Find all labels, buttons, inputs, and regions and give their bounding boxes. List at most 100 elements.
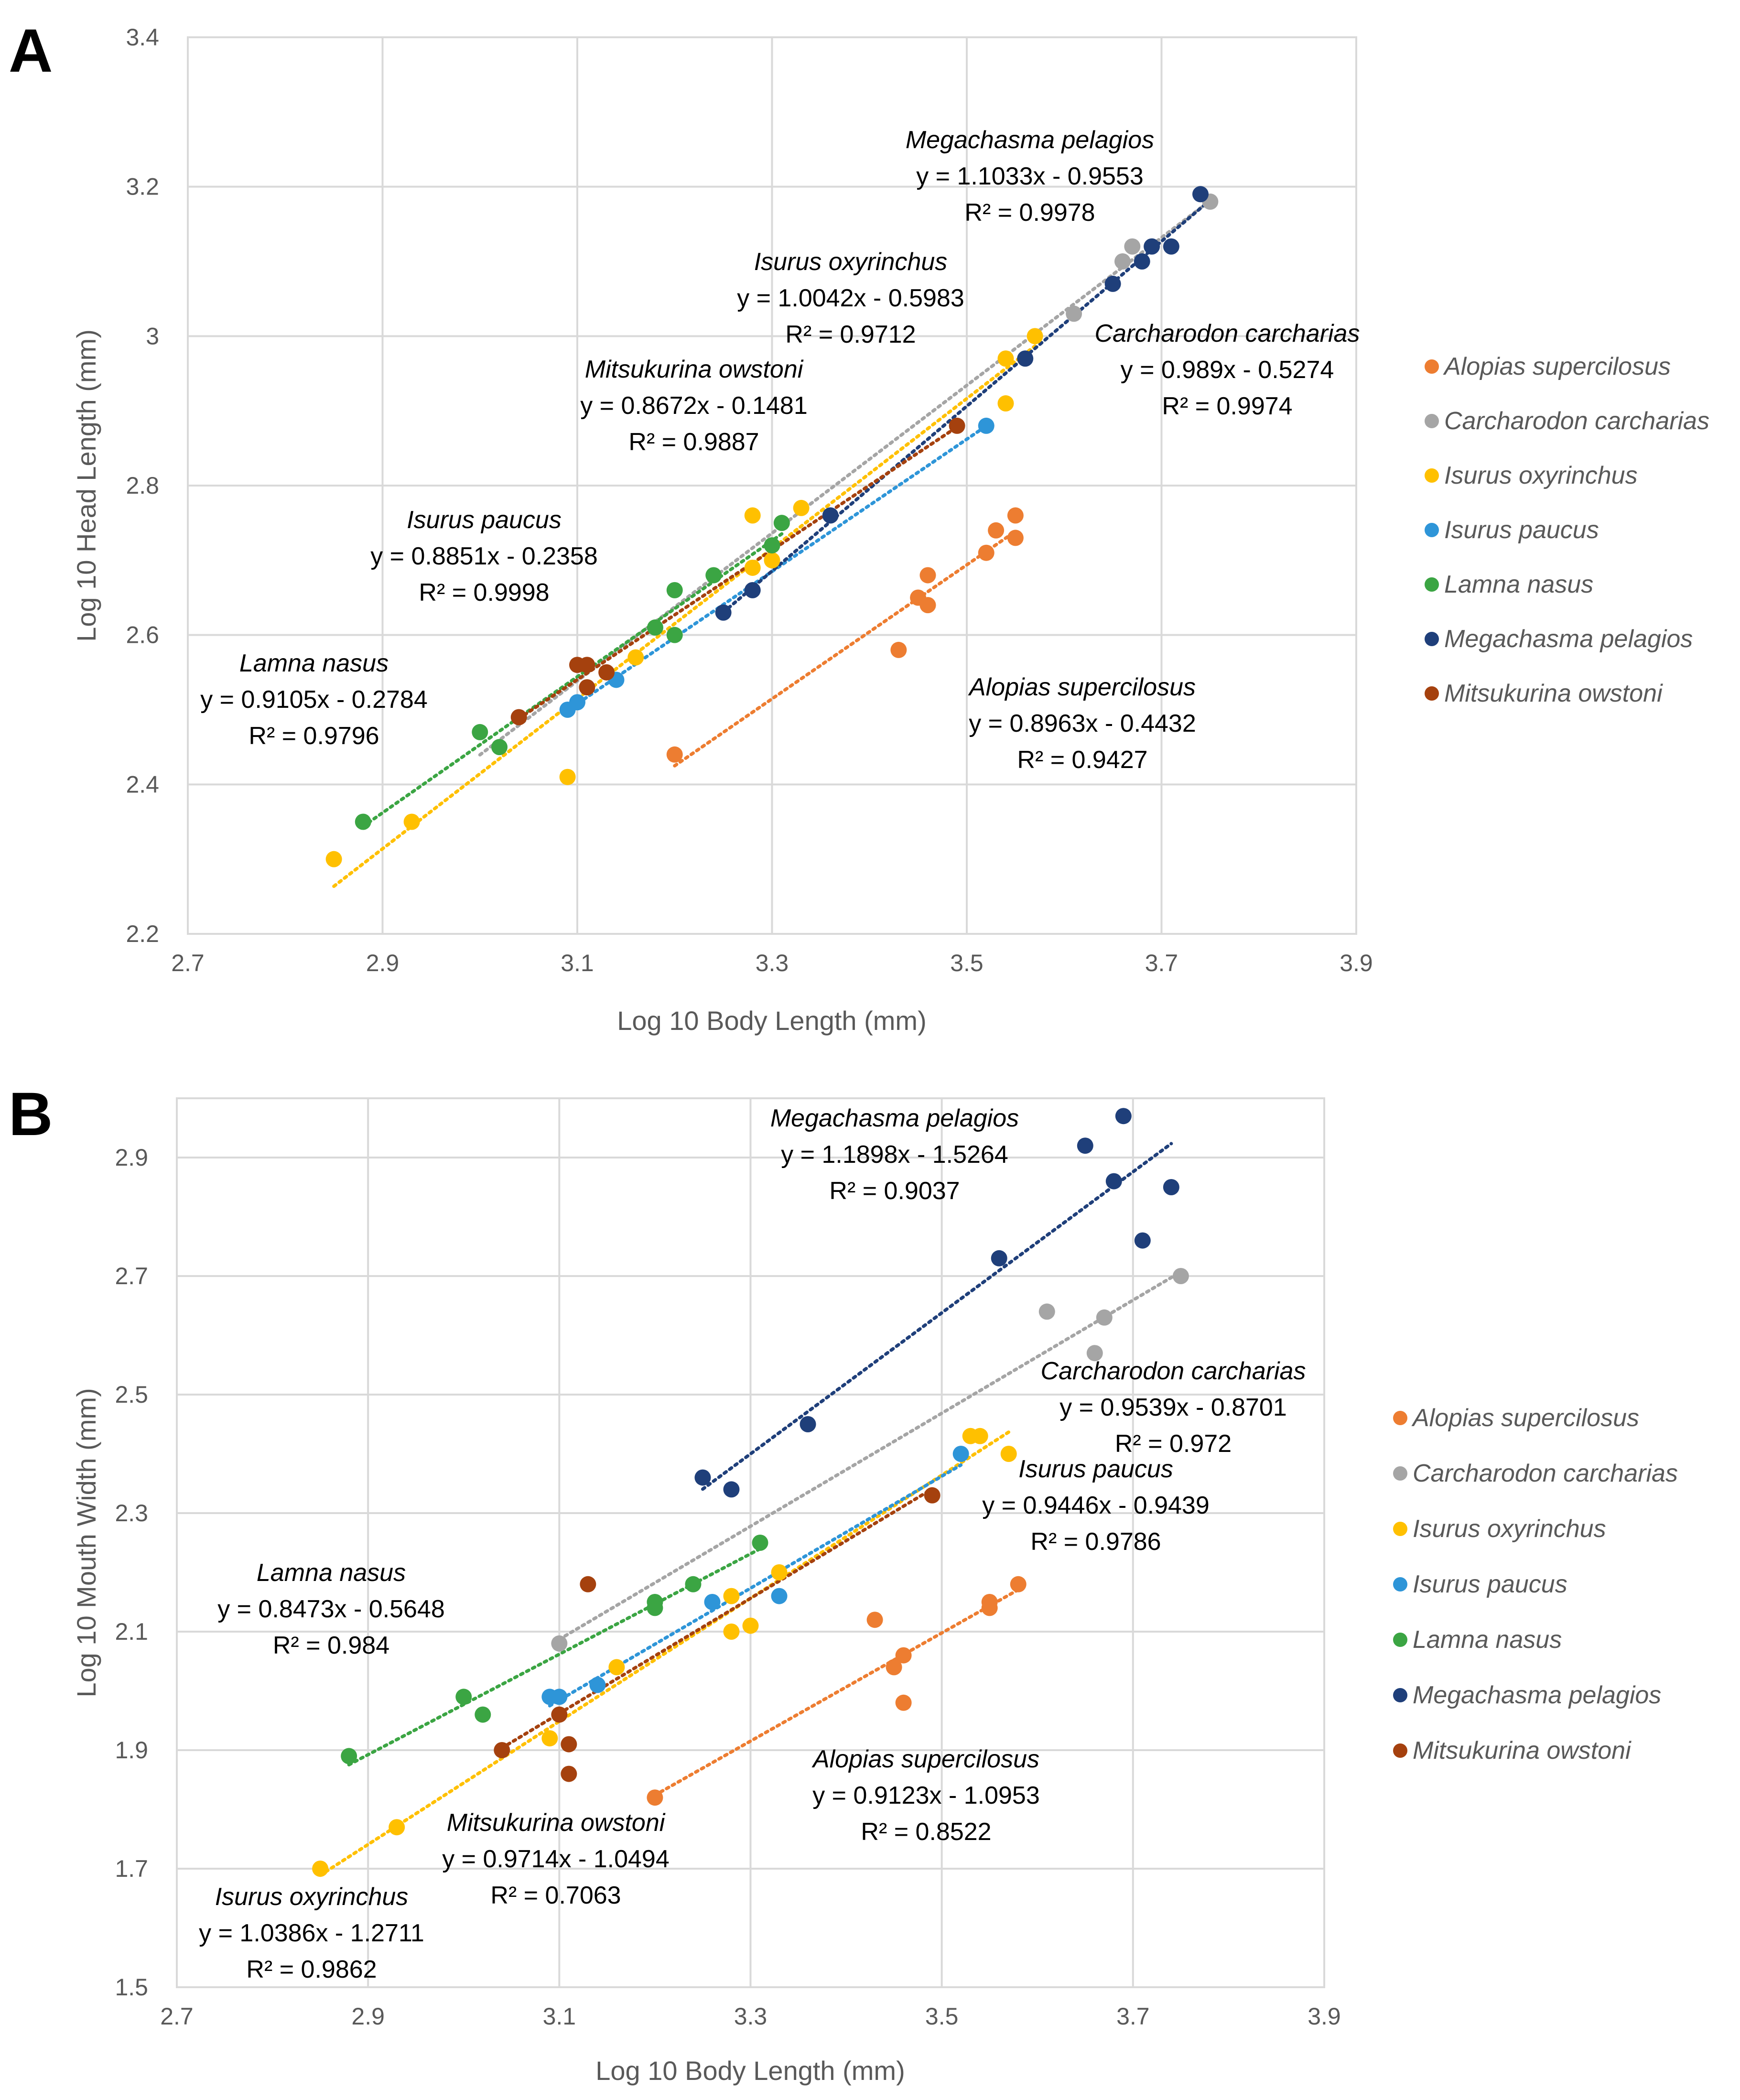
y-tick-label: 2.8 (126, 472, 159, 499)
x-tick-label: 3.1 (561, 950, 594, 976)
data-point (723, 1624, 740, 1640)
data-point (978, 417, 994, 434)
chart-panel-a: A 2.7 2.9 3.1 3.3 3.5 3.7 3.9 2.2 2.4 2.6 2.8 3 3.2 3.… (9, 17, 1709, 1036)
equation-formula: y = 0.9105x - 0.2784 (200, 686, 428, 714)
data-point (1163, 238, 1179, 255)
y-tick-label: 2.2 (126, 920, 159, 947)
equation-r2: R² = 0.984 (273, 1632, 389, 1659)
equation-series-name: Megachasma pelagios (906, 126, 1154, 154)
data-point (608, 1659, 625, 1676)
series-megachasma-pelagios (715, 186, 1209, 621)
legend-marker (1393, 1411, 1407, 1425)
data-point (988, 522, 1005, 539)
data-point (355, 813, 371, 830)
y-tick-label: 2.5 (115, 1381, 148, 1408)
x-tick-label: 3.9 (1340, 950, 1373, 976)
data-point (551, 1689, 568, 1705)
x-tick-label: 3.5 (925, 2003, 959, 2030)
trendline-megachasma-pelagios (701, 1142, 1173, 1491)
equation-formula: y = 0.989x - 0.5274 (1121, 356, 1334, 384)
equation-label-isurus-oxyrinchus: Isurus oxyrinchus y = 1.0386x - 1.2711 R² … (199, 1883, 424, 1983)
data-point (771, 1564, 788, 1580)
y-tick-label: 2.6 (126, 622, 159, 649)
equation-r2: R² = 0.8522 (861, 1818, 991, 1846)
data-point (647, 619, 663, 636)
legend-entry: Megachasma pelagios (1444, 625, 1693, 653)
equation-series-name: Carcharodon carcharias (1041, 1357, 1306, 1385)
trendline-carcharodon-carcharias (557, 1270, 1183, 1641)
legend-entry: Lamna nasus (1413, 1626, 1562, 1654)
equation-r2: R² = 0.9712 (785, 321, 916, 348)
data-point (1124, 238, 1141, 255)
data-point (1086, 1345, 1103, 1362)
y-tick-label: 3.2 (126, 173, 159, 200)
legend: Alopias supercilosus Carcharodon carchari… (1393, 1404, 1678, 1764)
series-lamna-nasus (341, 1535, 768, 1764)
equation-label-carcharodon-carcharias: Carcharodon carcharias y = 0.9539x - 0.87… (1041, 1357, 1306, 1458)
equation-label-megachasma-pelagios: Megachasma pelagios y = 1.1033x - 0.9553 R… (906, 126, 1154, 227)
trendline-isurus-oxyrinchus (332, 344, 1037, 888)
equation-r2: R² = 0.9786 (1030, 1528, 1161, 1556)
x-tick-label: 3.3 (756, 950, 789, 976)
equation-label-carcharodon-carcharias: Carcharodon carcharias y = 0.989x - 0.527… (1095, 320, 1360, 420)
data-point (579, 679, 595, 696)
data-point (580, 1576, 596, 1592)
data-point (666, 627, 683, 643)
legend-marker (1393, 1577, 1407, 1591)
y-tick-label: 1.5 (115, 1974, 148, 2001)
data-point (1192, 186, 1209, 203)
data-point (771, 1588, 788, 1604)
data-point (403, 813, 420, 830)
equation-series-name: Isurus paucus (1018, 1455, 1173, 1483)
series-alopias-supercilosus (647, 1576, 1027, 1806)
data-point (472, 724, 488, 740)
equation-label-mitsukurina-owstoni: Mitsukurina owstoni y = 0.8672x - 0.1481 R… (580, 356, 808, 456)
data-point (1077, 1137, 1093, 1154)
equation-label-isurus-paucus: Isurus paucus y = 0.9446x - 0.9439 R² = 0.… (982, 1455, 1210, 1556)
y-tick-label: 2.7 (115, 1263, 148, 1289)
legend-entry: Mitsukurina owstoni (1444, 680, 1663, 707)
equation-r2: R² = 0.9887 (628, 428, 759, 456)
data-point (919, 567, 936, 584)
equation-r2: R² = 0.9037 (829, 1177, 960, 1205)
y-tick-label: 2.9 (115, 1144, 148, 1171)
data-point (647, 1789, 663, 1806)
data-point (1105, 1173, 1122, 1190)
data-point (1066, 305, 1082, 322)
data-point (1144, 238, 1160, 255)
x-tick-label: 3.3 (734, 2003, 767, 2030)
equation-label-megachasma-pelagios: Megachasma pelagios y = 1.1898x - 1.5264 R… (770, 1104, 1019, 1205)
data-point (997, 350, 1014, 367)
legend-entry: Carcharodon carcharias (1444, 407, 1709, 435)
equation-series-name: Mitsukurina owstoni (585, 356, 804, 383)
data-point (685, 1576, 702, 1592)
data-point (551, 1635, 568, 1652)
equation-series-name: Isurus oxyrinchus (754, 248, 948, 276)
series-mitsukurina-owstoni (510, 417, 965, 725)
data-point (666, 746, 683, 763)
x-tick-label: 2.7 (160, 2003, 194, 2030)
series-megachasma-pelagios (694, 1108, 1179, 1498)
data-point (1114, 253, 1131, 270)
data-point (1134, 253, 1150, 270)
legend-marker (1425, 523, 1439, 537)
data-point (1007, 530, 1024, 546)
trendline-alopias-supercilosus (653, 1588, 1020, 1797)
equation-formula: y = 0.9714x - 1.0494 (442, 1845, 670, 1873)
equation-formula: y = 0.9123x - 1.0953 (812, 1782, 1040, 1809)
equation-series-name: Megachasma pelagios (770, 1104, 1019, 1132)
data-point (1027, 328, 1043, 345)
legend-entry: Isurus oxyrinchus (1413, 1515, 1606, 1543)
data-point (744, 507, 761, 524)
equation-r2: R² = 0.7063 (490, 1882, 621, 1909)
equation-series-name: Isurus paucus (407, 506, 562, 534)
legend-marker (1425, 577, 1439, 592)
y-tick-label: 3.4 (126, 24, 159, 51)
data-point (1172, 1268, 1189, 1284)
data-point (1007, 507, 1024, 524)
data-point (1163, 1179, 1179, 1195)
legend-marker (1425, 632, 1439, 646)
equation-r2: R² = 0.9978 (964, 199, 1095, 227)
series-carcharodon-carcharias (551, 1268, 1189, 1652)
series-isurus-paucus (559, 417, 994, 718)
